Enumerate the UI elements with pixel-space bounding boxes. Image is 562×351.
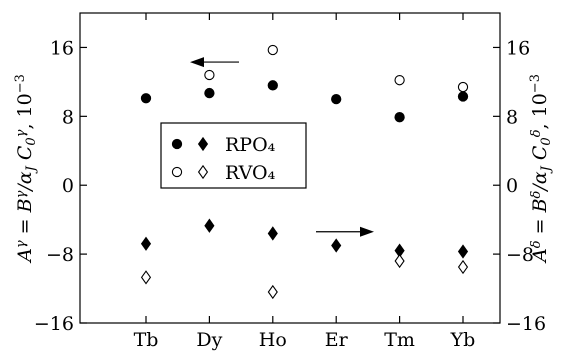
plot-frame	[79, 12, 501, 324]
y-axis-right-title: Aδ = Bδ/αJ C0δ, 10−3	[528, 74, 554, 264]
y-tick-label-left: 0	[62, 175, 74, 197]
legend-label: RVO₄	[225, 162, 276, 184]
data-point-open-circle	[394, 75, 405, 86]
data-point-filled-circle	[331, 93, 342, 105]
y-tick-label-left: −8	[46, 244, 74, 266]
y-tick-label-right: −8	[506, 244, 534, 266]
data-point-filled-diamond	[267, 226, 278, 241]
legend-marker-filled-diamond	[197, 136, 209, 152]
data-point-filled-circle	[140, 93, 152, 104]
data-point-filled-diamond	[331, 238, 342, 253]
data-point-open-diamond	[457, 259, 469, 275]
y-tick-label-right: 0	[506, 175, 518, 197]
data-point-open-circle	[204, 69, 215, 81]
data-point-filled-diamond	[140, 236, 152, 251]
y-tick-label-right: −16	[506, 313, 546, 335]
x-category-label: Er	[325, 329, 349, 351]
data-point-filled-circle	[204, 87, 215, 99]
data-point-filled-diamond	[204, 218, 215, 233]
arrow-left-head	[190, 57, 204, 68]
data-point-filled-circle	[457, 91, 469, 102]
x-category-label: Tb	[134, 329, 159, 351]
data-point-open-circle	[267, 44, 278, 56]
x-category-label: Tm	[384, 329, 415, 351]
y-tick-label-left: −16	[34, 313, 74, 335]
data-point-filled-circle	[267, 80, 278, 91]
y-tick-label-right: 16	[506, 37, 530, 59]
arrows	[190, 57, 374, 237]
y-tick-label-left: 16	[50, 37, 74, 59]
x-category-label: Ho	[259, 329, 287, 351]
ticks: −16 −16 −8 −8 0 0 8 8 16 16 Tb Dy Ho Er Tm Yb	[34, 13, 546, 351]
data-point-open-diamond	[394, 253, 405, 269]
y-axis-left-title: Aγ = Bγ/αJ C0γ, 10−3	[13, 74, 39, 264]
legend-label: RPO₄	[225, 134, 276, 156]
y-tick-label-right: 8	[506, 106, 518, 128]
legend-marker-open-diamond	[197, 164, 209, 180]
x-category-label: Yb	[450, 329, 476, 351]
data-point-filled-circle	[394, 112, 405, 123]
y-tick-label-left: 8	[62, 106, 74, 128]
data-point-open-circle	[457, 81, 469, 93]
x-category-label: Dy	[196, 329, 222, 351]
legend-marker-filled-circle	[171, 138, 183, 150]
data-point-open-diamond	[267, 284, 278, 300]
legend-marker-open-circle	[171, 166, 183, 178]
legend-box	[160, 122, 307, 189]
data-point-open-diamond	[140, 270, 152, 285]
arrow-right-head	[360, 226, 374, 237]
data-marks	[140, 44, 469, 300]
data-point-filled-diamond	[457, 244, 469, 259]
legend: RPO₄ RVO₄	[160, 122, 307, 189]
